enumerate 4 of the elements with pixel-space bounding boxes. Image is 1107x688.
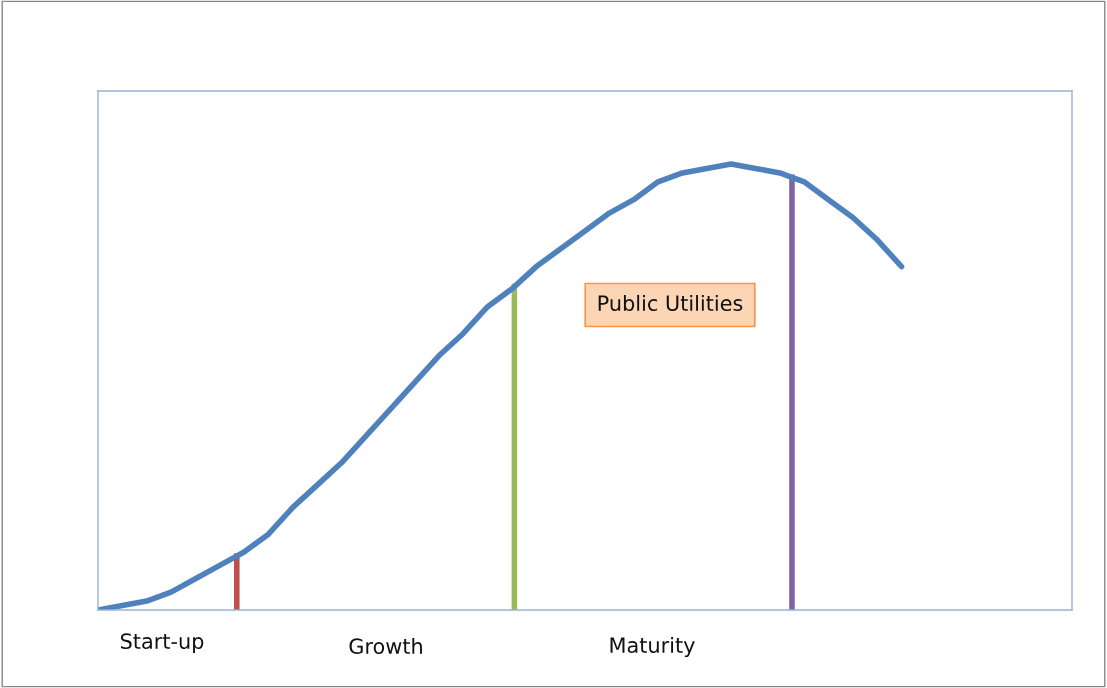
text: Growth (349, 637, 422, 655)
text: Start-up (120, 633, 204, 654)
annotation: Public Utilities (598, 294, 743, 312)
text: Maturity (610, 636, 695, 658)
